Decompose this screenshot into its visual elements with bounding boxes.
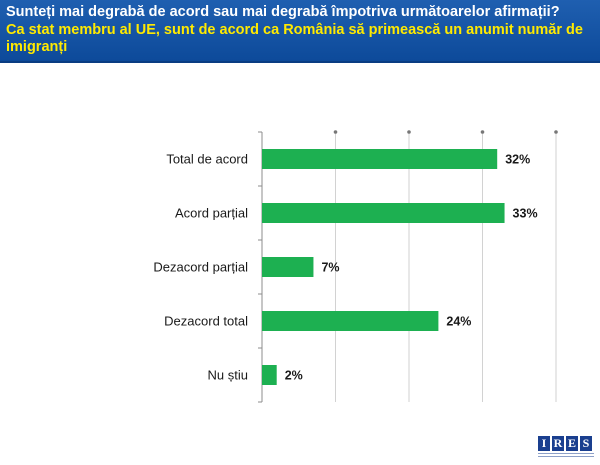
logo-underline	[538, 453, 594, 457]
value-label: 24%	[446, 315, 471, 329]
category-label: Dezacord parțial	[153, 260, 248, 275]
ires-logo: I R E S	[538, 436, 596, 462]
bar	[262, 149, 498, 169]
statement-text: Ca stat membru al UE, sunt de acord ca R…	[6, 22, 583, 55]
question-text: Sunteți mai degrabă de acord sau mai deg…	[6, 4, 560, 20]
value-label: 2%	[285, 369, 303, 383]
bar	[262, 203, 505, 223]
category-label: Nu știu	[208, 368, 248, 383]
gridline-tick	[480, 130, 485, 134]
bar	[262, 311, 439, 331]
category-label: Total de acord	[166, 152, 248, 167]
gridline-tick	[554, 130, 558, 134]
gridline-tick	[333, 130, 338, 134]
category-label: Dezacord total	[164, 314, 248, 329]
bar	[262, 365, 277, 385]
logo-letter: I	[538, 436, 550, 451]
gridline-tick	[407, 130, 411, 134]
value-label: 32%	[505, 153, 530, 167]
chart-header: Sunteți mai degrabă de acord sau mai deg…	[0, 0, 600, 63]
logo-letter: E	[566, 436, 578, 451]
value-label: 33%	[513, 207, 538, 221]
logo-letter: R	[552, 436, 564, 451]
value-label: 7%	[321, 261, 339, 275]
logo-letter: S	[580, 436, 592, 451]
category-label: Acord parțial	[175, 206, 248, 221]
bar	[262, 257, 314, 277]
